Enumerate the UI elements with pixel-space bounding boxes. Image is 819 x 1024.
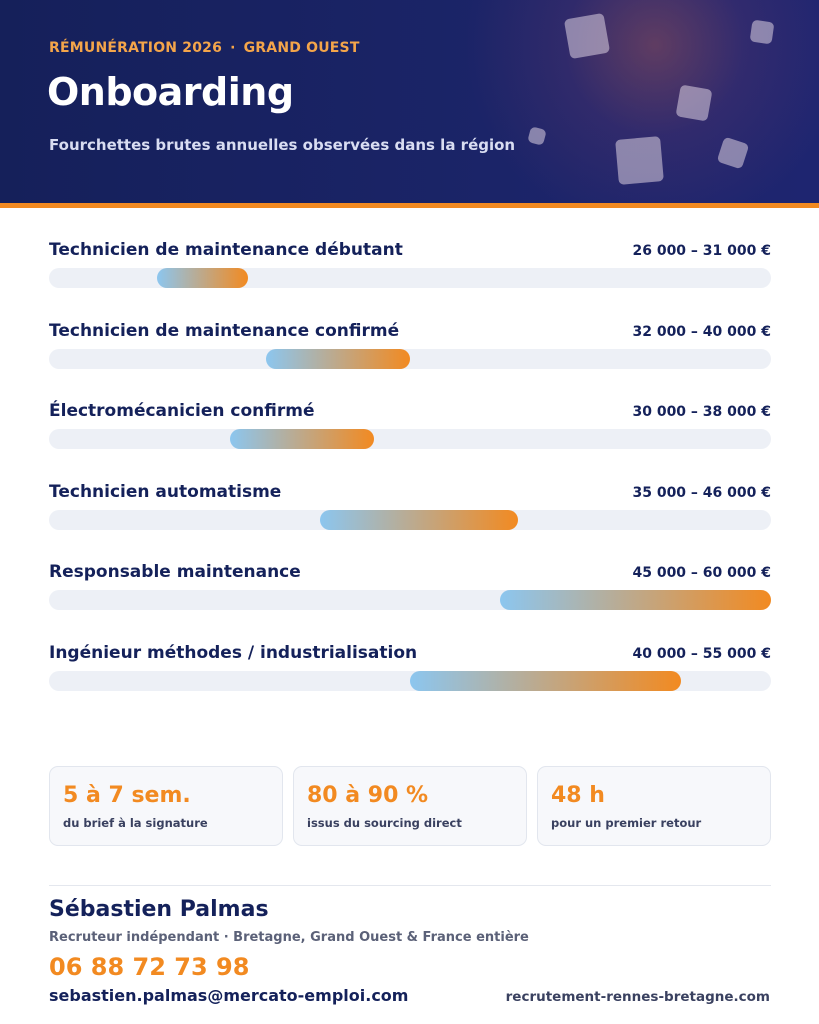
contact-website-link[interactable]: recrutement-rennes-bretagne.com xyxy=(505,989,770,1005)
job-title: Ingénieur méthodes / industrialisation xyxy=(49,642,418,663)
header-banner: RÉMUNÉRATION 2026 · GRAND OUEST Onboarding… xyxy=(0,0,819,203)
salary-row: Technicien de maintenance confirmé 32 00… xyxy=(49,321,771,402)
salary-range: 40 000 – 55 000 € xyxy=(632,645,771,662)
range-track xyxy=(49,348,771,369)
stat-label: pour un premier retour xyxy=(551,816,702,830)
job-title: Technicien automatisme xyxy=(49,481,282,502)
salary-ranges-list: Technicien de maintenance débutant 26 00… xyxy=(49,240,771,724)
contact-phone-link[interactable]: 06 88 72 73 98 xyxy=(49,953,250,981)
stat-value: 80 à 90 % xyxy=(307,783,429,808)
range-track xyxy=(49,429,771,450)
range-track xyxy=(49,268,771,288)
range-bar xyxy=(265,348,410,369)
decorative-square xyxy=(675,84,713,122)
job-title: Technicien de maintenance confirmé xyxy=(49,320,400,341)
salary-range: 45 000 – 60 000 € xyxy=(632,565,771,582)
job-title: Technicien de maintenance débutant xyxy=(49,240,403,260)
salary-range: 35 000 – 46 000 € xyxy=(632,484,771,501)
decorative-square xyxy=(716,136,750,170)
decorative-square xyxy=(527,126,547,146)
decorative-square xyxy=(615,136,664,185)
job-title: Électromécanicien confirmé xyxy=(49,401,315,422)
salary-row: Technicien automatisme 35 000 – 46 000 € xyxy=(49,482,771,563)
header-eyebrow: RÉMUNÉRATION 2026 · GRAND OUEST xyxy=(49,40,360,56)
salary-range: 30 000 – 38 000 € xyxy=(632,404,771,421)
salary-row: Technicien de maintenance débutant 26 00… xyxy=(49,240,771,321)
salary-row: Responsable maintenance 45 000 – 60 000 … xyxy=(49,562,771,643)
range-bar xyxy=(410,670,681,691)
decorative-square xyxy=(563,12,611,60)
stat-value: 5 à 7 sem. xyxy=(63,783,191,808)
stat-value: 48 h xyxy=(551,783,605,808)
contact-email-link[interactable]: sebastien.palmas@mercato-emploi.com xyxy=(49,986,409,1005)
footer-divider xyxy=(49,885,771,886)
range-bar xyxy=(319,509,519,530)
decorative-square xyxy=(749,19,775,45)
eyebrow-separator: · xyxy=(230,40,236,56)
range-track xyxy=(49,509,771,530)
stat-card-sourcing: 80 à 90 % issus du sourcing direct xyxy=(293,766,527,846)
page-subtitle: Fourchettes brutes annuelles observées d… xyxy=(49,136,516,154)
salary-row: Électromécanicien confirmé 30 000 – 38 0… xyxy=(49,401,771,482)
stat-card-timeline: 5 à 7 sem. du brief à la signature xyxy=(49,766,283,846)
header-divider xyxy=(0,203,819,208)
page-title: Onboarding xyxy=(47,70,294,114)
range-track xyxy=(49,670,771,691)
contact-role: Recruteur indépendant · Bretagne, Grand … xyxy=(49,930,529,945)
range-bar xyxy=(157,268,248,288)
range-track xyxy=(49,590,771,611)
stat-card-response: 48 h pour un premier retour xyxy=(537,766,771,846)
salary-row: Ingénieur méthodes / industrialisation 4… xyxy=(49,643,771,724)
stat-label: du brief à la signature xyxy=(63,816,208,830)
contact-name: Sébastien Palmas xyxy=(49,897,269,922)
range-bar xyxy=(229,429,374,450)
range-bar xyxy=(500,590,771,611)
eyebrow-topic: RÉMUNÉRATION 2026 xyxy=(49,40,223,56)
job-title: Responsable maintenance xyxy=(49,562,301,583)
eyebrow-region: GRAND OUEST xyxy=(243,40,360,56)
key-figures: 5 à 7 sem. du brief à la signature 80 à … xyxy=(49,766,771,846)
salary-range: 32 000 – 40 000 € xyxy=(632,323,771,340)
salary-range: 26 000 – 31 000 € xyxy=(632,243,771,259)
stat-label: issus du sourcing direct xyxy=(307,816,462,830)
